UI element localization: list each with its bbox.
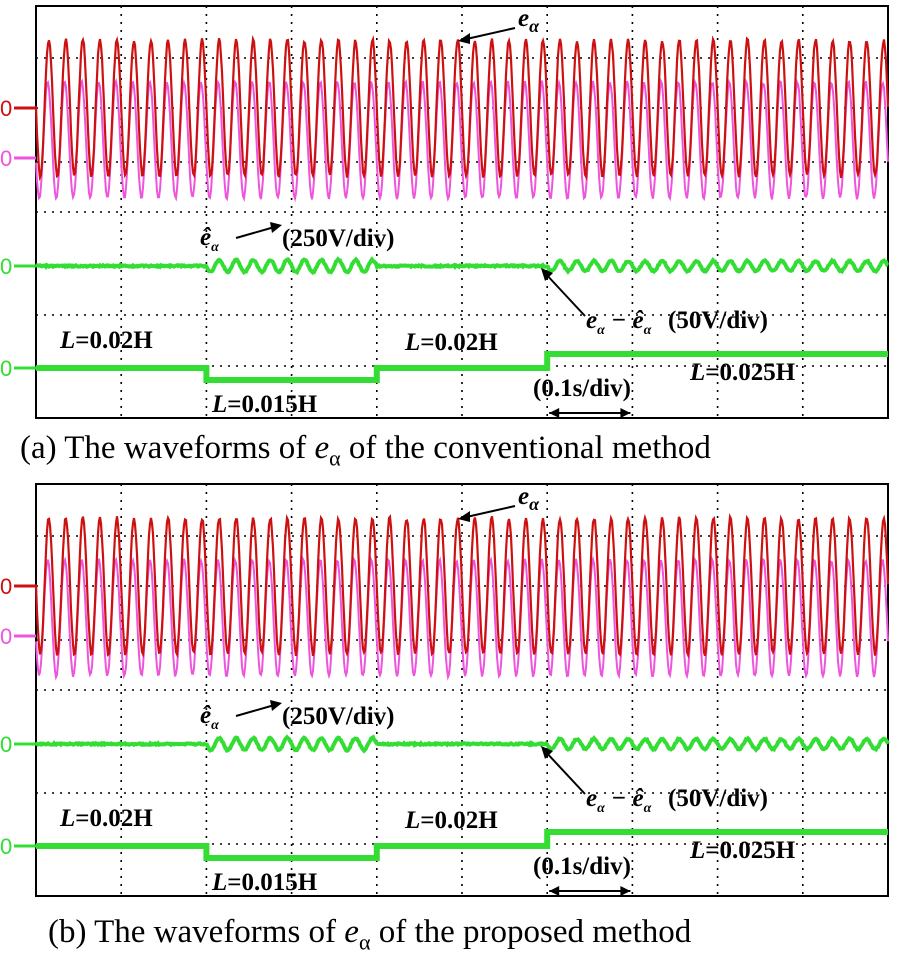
error-expression-label: eα − êα [586,785,652,816]
time-scale-arrowhead-left [549,408,559,418]
scale-top-label: (250V/div) [282,703,395,730]
channel-marker-label: 0 [0,254,12,279]
scope-panel-proposed: 0 0 0 0 eα êα (250V/div) eα − êα (50V/div) L=0.02… [0,478,899,957]
caption-symbol: e [314,430,329,466]
channel-marker-label: 0 [0,732,12,757]
oscilloscope-plot-proposed: 0 0 0 0 eα êα (250V/div) eα − êα (50V/div) L=0.02… [0,478,899,918]
inductance-label: L=0.02H [404,329,498,356]
channel-marker-label: 0 [0,146,12,171]
e-alpha-label: eα [518,483,540,514]
scale-error-label: (50V/div) [668,785,768,812]
caption-sub: α [329,446,341,471]
channel-marker-label: 0 [0,356,12,381]
scale-error-label: (50V/div) [668,307,768,334]
caption-prefix: (a) The waveforms of [20,430,314,466]
e-hat-arrowhead [270,222,282,233]
e-alpha-label: eα [518,5,540,36]
inductance-label: L=0.015H [211,869,318,896]
scope-panel-conventional: 0 0 0 0 eα êα (250V/div) eα − êα (50V/div) L=0.02… [0,0,899,476]
caption-prefix: (b) The waveforms of [48,914,344,950]
inductance-label: L=0.025H [689,359,796,386]
time-scale-arrowhead-right [620,408,630,418]
e-hat-label: êα [200,224,219,255]
error-arrow [544,272,585,316]
e-hat-label: êα [200,702,219,733]
inductance-label: L=0.02H [404,807,498,834]
caption-proposed: (b) The waveforms of eα of the proposed … [48,914,899,956]
oscilloscope-plot-conventional: 0 0 0 0 eα êα (250V/div) eα − êα (50V/div) L=0.02… [0,0,899,440]
inductance-label: L=0.025H [689,837,796,864]
caption-conventional: (a) The waveforms of eα of the conventio… [20,430,899,472]
time-scale-label: (0.1s/div) [533,375,631,402]
caption-suffix: of the proposed method [370,914,691,950]
caption-suffix: of the conventional method [341,430,711,466]
caption-symbol: e [344,914,359,950]
error-arrow [544,750,585,794]
channel-marker-label: 0 [0,834,12,859]
e-alpha-arrowhead [458,511,470,522]
channel-marker-label: 0 [0,574,12,599]
time-scale-arrowhead-left [549,886,559,896]
time-scale-arrowhead-right [620,886,630,896]
caption-sub: α [359,930,371,955]
e-alpha-arrowhead [458,33,470,44]
scale-top-label: (250V/div) [282,225,395,252]
inductance-label: L=0.015H [211,391,318,418]
time-scale-label: (0.1s/div) [533,853,631,880]
inductance-label: L=0.02H [59,805,153,832]
channel-marker-label: 0 [0,96,12,121]
error-expression-label: eα − êα [586,307,652,338]
channel-marker-label: 0 [0,624,12,649]
inductance-label: L=0.02H [59,327,153,354]
e-hat-arrowhead [270,700,282,711]
